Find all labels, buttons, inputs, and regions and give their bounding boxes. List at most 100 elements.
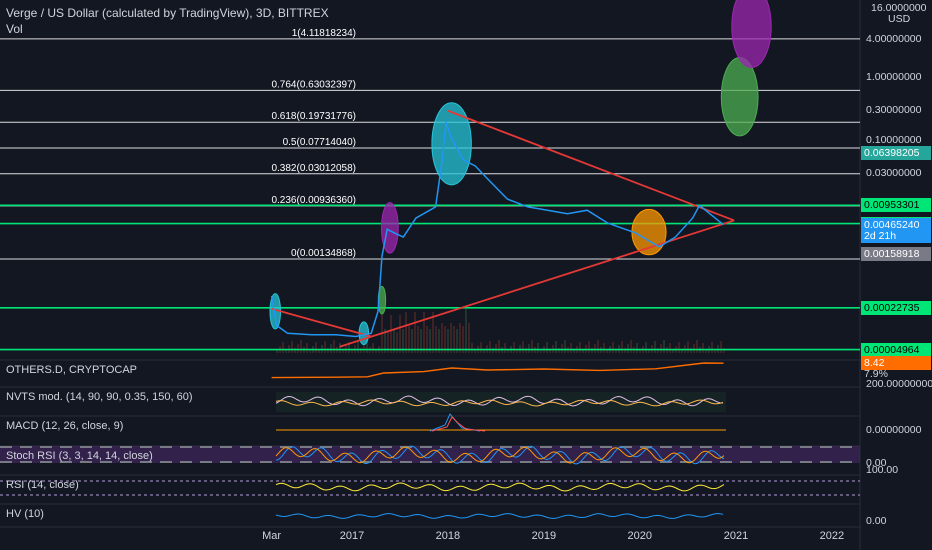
price-label-box: 2d 21h bbox=[861, 229, 931, 244]
volume-bar bbox=[513, 342, 515, 353]
volume-bar bbox=[660, 344, 662, 353]
chart-title: Verge / US Dollar (calculated by Trading… bbox=[6, 6, 329, 20]
volume-bar bbox=[498, 340, 500, 353]
axis-currency: USD bbox=[888, 13, 911, 25]
volume-bar bbox=[555, 341, 557, 353]
volume-bar bbox=[339, 343, 341, 353]
volume-bar bbox=[558, 348, 560, 353]
volume-bar bbox=[561, 344, 563, 353]
volume-bar bbox=[687, 341, 689, 353]
volume-bar bbox=[621, 341, 623, 353]
volume-bar bbox=[375, 350, 377, 353]
volume-bar bbox=[330, 344, 332, 353]
volume-bar bbox=[393, 329, 395, 353]
price-axis-tick: 0.30000000 bbox=[866, 103, 922, 116]
volume-bar bbox=[702, 343, 704, 353]
price-axis-tick: 4.00000000 bbox=[866, 32, 922, 45]
volume-bar bbox=[723, 348, 725, 353]
nvts-band bbox=[276, 392, 726, 412]
volume-bar bbox=[471, 343, 473, 353]
price-label-box: 0.00022735 bbox=[861, 300, 931, 315]
others-last-value: 8.42 bbox=[861, 356, 931, 370]
price-label-box: 0.00158918 bbox=[861, 247, 931, 262]
volume-bar bbox=[603, 343, 605, 353]
price-axis-tick: 0.03000000 bbox=[866, 166, 922, 179]
volume-bar bbox=[360, 348, 362, 353]
time-axis-tick: 2021 bbox=[723, 530, 749, 542]
volume-bar bbox=[447, 329, 449, 353]
volume-bar bbox=[435, 326, 437, 353]
rsi-pane-title[interactable]: RSI (14, close) bbox=[6, 479, 79, 491]
volume-bar bbox=[549, 349, 551, 353]
others-series-line bbox=[271, 362, 724, 379]
trend-line bbox=[447, 109, 735, 222]
volume-bar bbox=[579, 342, 581, 353]
volume-bar bbox=[318, 349, 320, 353]
volume-bar bbox=[306, 343, 308, 353]
volume-bar bbox=[645, 342, 647, 353]
macd-signal-line bbox=[431, 416, 486, 432]
volume-bar bbox=[297, 344, 299, 353]
volume-bar bbox=[285, 349, 287, 353]
volume-bar bbox=[483, 349, 485, 353]
volume-bar bbox=[516, 349, 518, 353]
volume-bar bbox=[507, 350, 509, 353]
volume-bar bbox=[405, 312, 407, 353]
hv-line bbox=[275, 512, 724, 519]
macd-pane-title[interactable]: MACD (12, 26, close, 9) bbox=[6, 420, 124, 432]
volume-bar bbox=[720, 341, 722, 353]
volume-bar bbox=[654, 341, 656, 353]
nvts-axis-label: 200.00000000 bbox=[866, 378, 932, 390]
annotation-ellipse bbox=[720, 57, 759, 137]
volume-bar bbox=[474, 350, 476, 353]
volume-bar bbox=[282, 342, 284, 353]
volume-bar bbox=[459, 323, 461, 353]
volume-bar bbox=[537, 343, 539, 353]
volume-bar bbox=[711, 342, 713, 353]
time-axis-tick: 2017 bbox=[339, 530, 365, 542]
volume-bar bbox=[573, 350, 575, 353]
volume-bar bbox=[465, 309, 467, 353]
stoch-rsi-pane-title[interactable]: Stoch RSI (3, 3, 14, 14, close) bbox=[6, 450, 153, 462]
volume-bar bbox=[342, 350, 344, 353]
volume-bar bbox=[456, 329, 458, 353]
volume-bar bbox=[402, 329, 404, 353]
volume-bar bbox=[423, 312, 425, 353]
volume-bar bbox=[531, 340, 533, 353]
others-pane-title[interactable]: OTHERS.D, CRYPTOCAP bbox=[6, 364, 138, 376]
fib-level-label: 0.236(0.00936360) bbox=[271, 195, 356, 206]
volume-bar bbox=[636, 343, 638, 353]
volume-bar bbox=[690, 348, 692, 353]
volume-bar bbox=[468, 323, 470, 353]
volume-bar bbox=[309, 350, 311, 353]
hv-pane-title[interactable]: HV (10) bbox=[6, 508, 44, 520]
axis-top-label: 16.0000000 bbox=[871, 2, 927, 14]
others-extra-label: 7.9% bbox=[861, 370, 931, 378]
volume-bar bbox=[390, 315, 392, 353]
volume-bar bbox=[372, 343, 374, 353]
volume-label: Vol bbox=[6, 22, 23, 36]
volume-bar bbox=[399, 315, 401, 353]
volume-bar bbox=[300, 340, 302, 353]
volume-bar bbox=[525, 348, 527, 353]
fib-level-label: 0.5(0.07714040) bbox=[283, 137, 356, 148]
volume-bar bbox=[480, 342, 482, 353]
fib-level-label: 0(0.00134868) bbox=[291, 248, 356, 259]
volume-bar bbox=[462, 326, 464, 353]
volume-bar bbox=[564, 340, 566, 353]
volume-bar bbox=[705, 350, 707, 353]
volume-bar bbox=[714, 349, 716, 353]
volume-bar bbox=[639, 350, 641, 353]
volume-bar bbox=[630, 340, 632, 353]
volume-bar bbox=[432, 312, 434, 353]
volume-bar bbox=[294, 348, 296, 353]
volume-bar bbox=[357, 341, 359, 353]
volume-bar bbox=[597, 340, 599, 353]
volume-bar bbox=[396, 332, 398, 353]
volume-bar bbox=[681, 349, 683, 353]
nvts-pane-title[interactable]: NVTS mod. (14, 90, 90, 0.35, 150, 60) bbox=[6, 391, 193, 403]
volume-bar bbox=[315, 342, 317, 353]
volume-bar bbox=[414, 312, 416, 353]
